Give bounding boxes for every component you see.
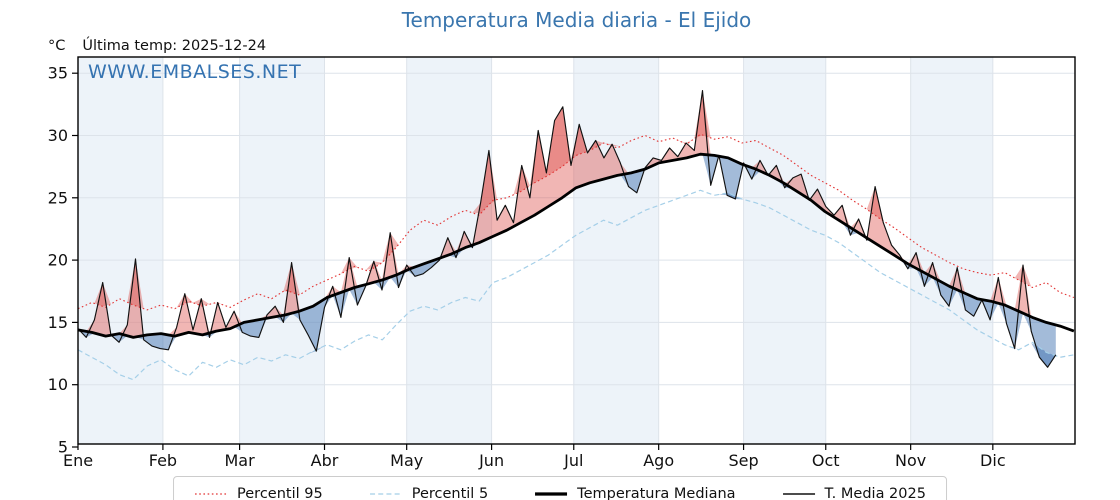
x-tick-label-dic: Dic (980, 451, 1006, 470)
month-band-jul (573, 57, 659, 444)
month-band-sep (743, 57, 826, 444)
y-tick-label: 30 (48, 126, 68, 145)
line-percentil-5 (78, 189, 1075, 381)
legend-item-1: Percentil 95 (194, 486, 323, 500)
watermark-text: WWW.EMBALSES.NET (88, 61, 302, 83)
x-tick-label-abr: Abr (311, 451, 339, 470)
legend-item-4: T. Media 2025 (782, 486, 926, 500)
last-temp-label: Última temp: 2025-12-24 (82, 38, 267, 54)
chart-header: °C Última temp: 2025-12-24 (48, 38, 266, 54)
month-band-ene (78, 57, 163, 444)
legend-line-sample (195, 493, 228, 495)
fill-above-p95 (78, 90, 1056, 309)
legend-item-3: Temperatura Mediana (534, 486, 736, 500)
y-tick-label: 25 (48, 188, 68, 207)
fill-below-p5 (78, 191, 1056, 378)
x-tick-label-jun: Jun (478, 451, 504, 470)
y-axis-unit-label: °C (48, 38, 66, 54)
month-band-nov (910, 57, 993, 444)
y-tick-label: 20 (48, 251, 68, 270)
month-band-mar (239, 57, 325, 444)
legend-label: Percentil 5 (411, 486, 489, 500)
line-t-media-2025 (78, 90, 1057, 368)
legend-line-sample (369, 493, 402, 495)
line-temperatura-mediana (78, 152, 1075, 339)
plot-border (77, 56, 1076, 445)
legend-line-sample (535, 492, 568, 496)
x-tick-label-may: May (390, 451, 423, 470)
fill-below-median (78, 154, 1056, 368)
x-tick-label-jul: Jul (563, 451, 583, 470)
legend-label: Temperatura Mediana (577, 486, 736, 500)
x-tick-label-ene: Ene (63, 451, 93, 470)
x-tick-label-nov: Nov (895, 451, 926, 470)
y-tick-label: 15 (48, 313, 68, 332)
x-tick-label-mar: Mar (225, 451, 256, 470)
x-tick-label-ago: Ago (643, 451, 674, 470)
y-tick-label: 10 (48, 375, 68, 394)
legend-item-2: Percentil 5 (369, 486, 488, 500)
legend-label: T. Media 2025 (824, 486, 926, 500)
x-tick-label-oct: Oct (812, 451, 840, 470)
chart-legend: Percentil 95 Percentil 5 Temperatura Media… (173, 476, 947, 500)
x-tick-label-feb: Feb (149, 451, 177, 470)
month-band-may (406, 57, 492, 444)
y-tick-label: 5 (58, 438, 68, 457)
y-tick-label: 35 (48, 64, 68, 83)
chart-title: Temperatura Media diaria - El Ejido (401, 8, 752, 32)
fill-above-median (78, 90, 1056, 337)
legend-label: Percentil 95 (237, 486, 323, 500)
x-tick-label-sep: Sep (729, 451, 759, 470)
legend-line-sample (782, 493, 815, 495)
